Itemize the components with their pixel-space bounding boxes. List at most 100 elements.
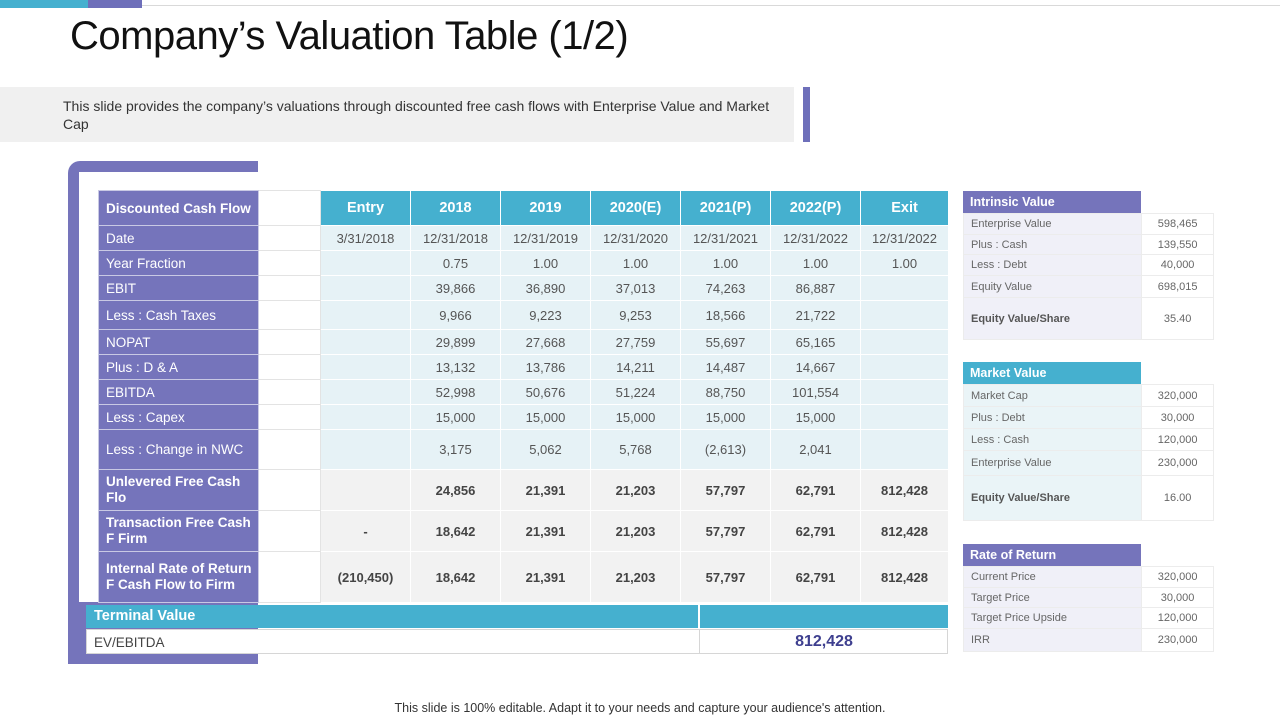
- row-label: Year Fraction: [98, 250, 259, 276]
- row-label: NOPAT: [98, 329, 259, 355]
- market-label: Plus : Debt: [962, 406, 1143, 429]
- table-row: EBITDA 52,998 50,676 51,224 88,750 101,554: [98, 379, 949, 405]
- table-cell: 12/31/2021: [680, 225, 771, 251]
- table-summary-row: Unlevered Free Cash Flo 24,856 21,391 21,20…: [98, 469, 949, 511]
- top-accent-purple: [88, 0, 142, 8]
- row-label: Plus : D & A: [98, 354, 259, 380]
- return-row: IRR 230,000: [962, 628, 1214, 652]
- table-cell: 15,000: [680, 404, 771, 430]
- market-value: 16.00: [1141, 475, 1214, 521]
- table-cell: 29,899: [410, 329, 501, 355]
- row-label: Unlevered Free Cash Flo: [98, 469, 259, 511]
- description-text: This slide provides the company’s valuat…: [63, 98, 770, 132]
- row-gap: [258, 429, 321, 470]
- header-gap: [258, 190, 321, 226]
- table-cell: [320, 469, 411, 511]
- market-label: Equity Value/Share: [962, 475, 1143, 521]
- row-label: Internal Rate of Return F Cash Flow to F…: [98, 551, 259, 603]
- table-cell: 12/31/2019: [500, 225, 591, 251]
- table-row: Less : Capex 15,000 15,000 15,000 15,000 15,0…: [98, 404, 949, 430]
- table-cell: [860, 300, 949, 330]
- table-cell: 62,791: [770, 510, 861, 552]
- row-gap: [258, 225, 321, 251]
- table-cell: 812,428: [860, 469, 949, 511]
- intrinsic-label: Less : Debt: [962, 254, 1143, 276]
- return-value: 320,000: [1141, 566, 1214, 588]
- table-cell: 36,890: [500, 275, 591, 301]
- row-gap: [258, 354, 321, 380]
- intrinsic-row: Equity Value/Share 35.40: [962, 297, 1214, 340]
- terminal-value-divider: [698, 605, 700, 628]
- table-cell: 9,966: [410, 300, 501, 330]
- table-cell: 88,750: [680, 379, 771, 405]
- table-cell: 57,797: [680, 510, 771, 552]
- market-value-table: Market Cap 320,000 Plus : Debt 30,000 Less…: [962, 384, 1214, 521]
- market-row: Plus : Debt 30,000: [962, 406, 1214, 429]
- table-cell: 13,132: [410, 354, 501, 380]
- ev-ebitda-row: EV/EBITDA 812,428: [86, 629, 948, 654]
- table-row: NOPAT 29,899 27,668 27,759 55,697 65,165: [98, 329, 949, 355]
- table-header-row: Discounted Cash Flow Entry 2018 2019 202…: [98, 190, 949, 226]
- intrinsic-value: 40,000: [1141, 254, 1214, 276]
- intrinsic-label: Equity Value: [962, 275, 1143, 298]
- table-cell: 18,642: [410, 551, 501, 603]
- table-cell: [320, 379, 411, 405]
- terminal-value-label: Terminal Value: [94, 608, 196, 624]
- table-cell: 21,203: [590, 551, 681, 603]
- row-gap: [258, 551, 321, 603]
- row-label: EBITDA: [98, 379, 259, 405]
- intrinsic-value-panel: Intrinsic Value Enterprise Value 598,465 …: [962, 191, 1214, 340]
- description-accent-bar: [803, 87, 810, 142]
- table-cell: 86,887: [770, 275, 861, 301]
- return-value: 30,000: [1141, 587, 1214, 608]
- table-cell: 74,263: [680, 275, 771, 301]
- table-cell: [860, 329, 949, 355]
- table-cell: [320, 300, 411, 330]
- table-cell: [860, 379, 949, 405]
- row-label: Less : Cash Taxes: [98, 300, 259, 330]
- table-cell: 21,391: [500, 510, 591, 552]
- return-label: Current Price: [962, 566, 1143, 588]
- table-cell: 24,856: [410, 469, 501, 511]
- table-cell: [320, 354, 411, 380]
- table-cell: 37,013: [590, 275, 681, 301]
- header-label: Discounted Cash Flow: [98, 190, 259, 226]
- terminal-value-bar: Terminal Value: [86, 605, 948, 628]
- table-cell: 18,566: [680, 300, 771, 330]
- column-header: 2019: [500, 190, 591, 226]
- return-label: Target Price: [962, 587, 1143, 608]
- table-cell: 14,211: [590, 354, 681, 380]
- table-cell: 1.00: [590, 250, 681, 276]
- market-value: 230,000: [1141, 450, 1214, 476]
- row-gap: [258, 329, 321, 355]
- row-label: EBIT: [98, 275, 259, 301]
- return-row: Current Price 320,000: [962, 566, 1214, 588]
- description-box: This slide provides the company’s valuat…: [0, 87, 794, 142]
- table-cell: 12/31/2022: [860, 225, 949, 251]
- table-cell: 9,223: [500, 300, 591, 330]
- table-summary-row: Transaction Free Cash F Firm -18,642 21,39…: [98, 510, 949, 552]
- market-row: Enterprise Value 230,000: [962, 450, 1214, 476]
- table-cell: 15,000: [590, 404, 681, 430]
- return-value: 120,000: [1141, 607, 1214, 629]
- page-title: Company’s Valuation Table (1/2): [70, 14, 629, 58]
- table-cell: 15,000: [500, 404, 591, 430]
- column-header: 2022(P): [770, 190, 861, 226]
- column-header: 2018: [410, 190, 501, 226]
- table-cell: [320, 404, 411, 430]
- table-cell: 15,000: [770, 404, 861, 430]
- return-row: Target Price 30,000: [962, 587, 1214, 608]
- row-gap: [258, 379, 321, 405]
- row-gap: [258, 510, 321, 552]
- intrinsic-row: Equity Value 698,015: [962, 275, 1214, 298]
- column-header: 2020(E): [590, 190, 681, 226]
- table-cell: [320, 329, 411, 355]
- return-label: IRR: [962, 628, 1143, 652]
- market-value: 320,000: [1141, 384, 1214, 407]
- table-row: Date 3/31/2018 12/31/2018 12/31/2019 12/31/2…: [98, 225, 949, 251]
- table-cell: (210,450): [320, 551, 411, 603]
- table-cell: 12/31/2020: [590, 225, 681, 251]
- column-header: Entry: [320, 190, 411, 226]
- table-cell: [320, 275, 411, 301]
- table-cell: [860, 404, 949, 430]
